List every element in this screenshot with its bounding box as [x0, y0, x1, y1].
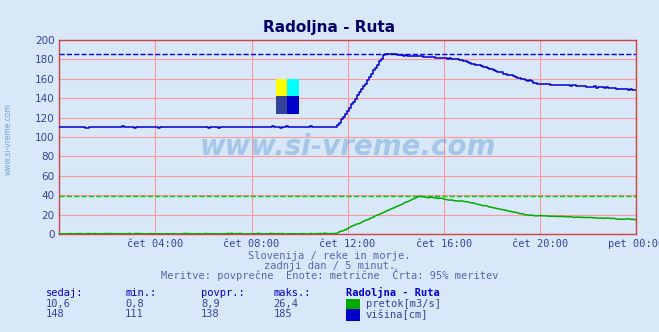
Bar: [275, 96, 287, 114]
Text: zadnji dan / 5 minut.: zadnji dan / 5 minut.: [264, 261, 395, 271]
Text: 26,4: 26,4: [273, 299, 299, 309]
Bar: [287, 96, 299, 114]
Text: Radoljna - Ruta: Radoljna - Ruta: [264, 20, 395, 35]
Text: www.si-vreme.com: www.si-vreme.com: [4, 104, 13, 175]
Text: Slovenija / reke in morje.: Slovenija / reke in morje.: [248, 251, 411, 261]
Text: www.si-vreme.com: www.si-vreme.com: [200, 133, 496, 161]
Text: povpr.:: povpr.:: [201, 288, 244, 298]
Text: Radoljna - Ruta: Radoljna - Ruta: [346, 287, 440, 298]
Text: višina[cm]: višina[cm]: [366, 309, 428, 320]
Text: 138: 138: [201, 309, 219, 319]
Bar: [275, 79, 287, 96]
Text: Meritve: povprečne  Enote: metrične  Črta: 95% meritev: Meritve: povprečne Enote: metrične Črta:…: [161, 269, 498, 281]
Bar: [287, 79, 299, 96]
Text: min.:: min.:: [125, 288, 156, 298]
Text: 10,6: 10,6: [46, 299, 71, 309]
Text: 185: 185: [273, 309, 292, 319]
Text: maks.:: maks.:: [273, 288, 311, 298]
Text: pretok[m3/s]: pretok[m3/s]: [366, 299, 441, 309]
Text: 111: 111: [125, 309, 144, 319]
Text: 148: 148: [46, 309, 65, 319]
Text: 8,9: 8,9: [201, 299, 219, 309]
Text: sedaj:: sedaj:: [46, 288, 84, 298]
Text: 0,8: 0,8: [125, 299, 144, 309]
